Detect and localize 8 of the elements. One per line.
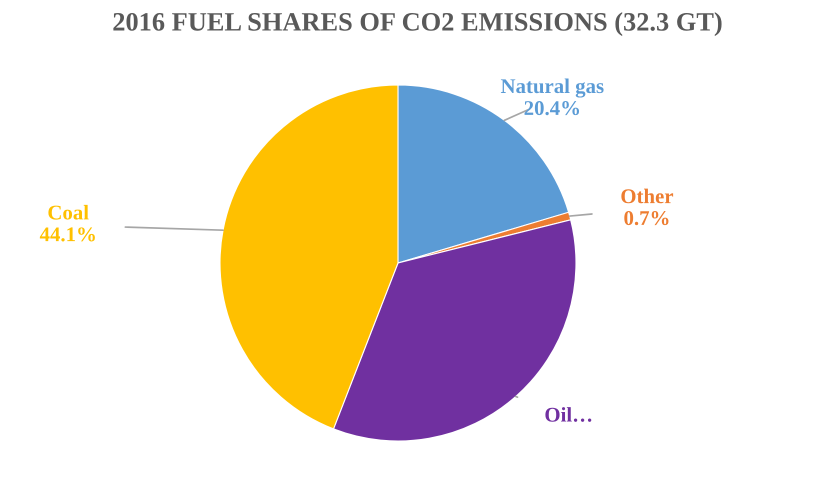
slice-label: Other: [621, 188, 674, 204]
slice-label: Coal: [48, 204, 89, 220]
slice-label: Oil…: [545, 407, 592, 422]
data-label: 44.1%: [40, 227, 95, 242]
chart-title: 2016 FUEL SHARES OF CO2 EMISSIONS (32.3 GT): [113, 12, 722, 36]
slice-label: Natural gas: [500, 78, 604, 98]
data-label: 0.7%: [624, 211, 668, 226]
data-label: 20.4%: [524, 101, 580, 116]
